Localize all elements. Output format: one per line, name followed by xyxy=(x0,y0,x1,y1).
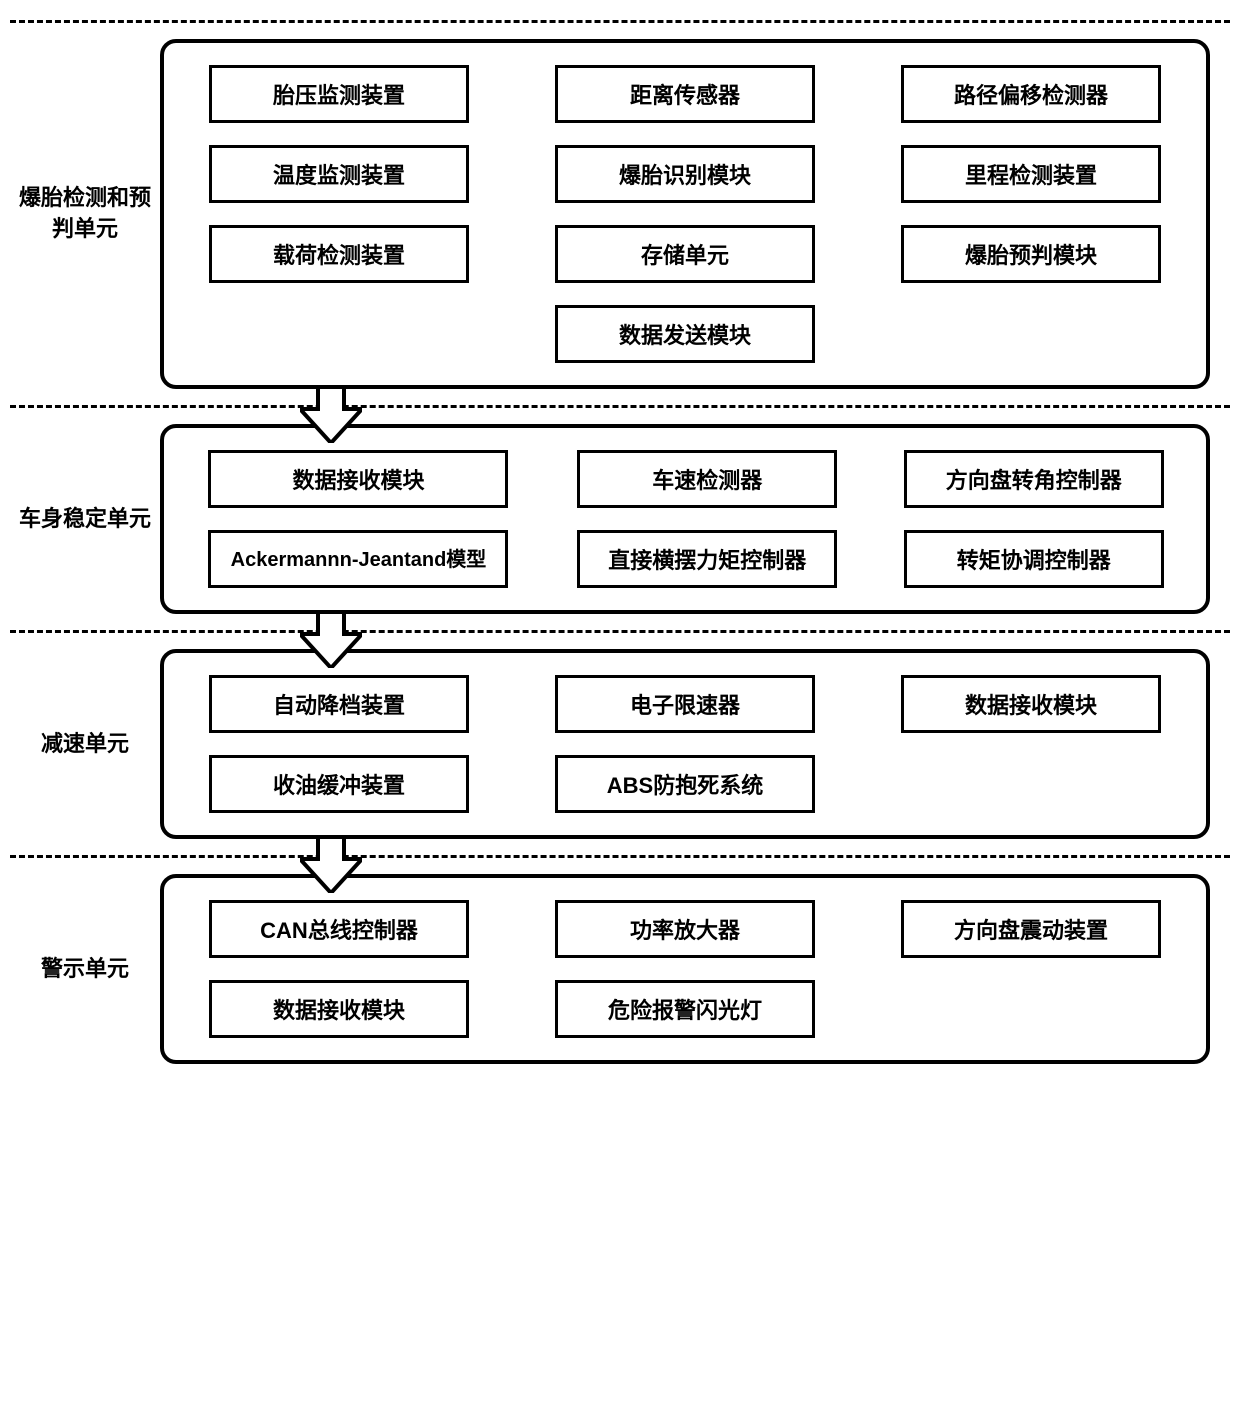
panel-wrap: 胎压监测装置 距离传感器 路径偏移检测器 温度监测装置 爆胎识别模块 里程检测装… xyxy=(160,23,1230,405)
box-grid: 数据接收模块 车速检测器 方向盘转角控制器 Ackermannn-Jeantan… xyxy=(188,450,1182,588)
panel: 自动降档装置 电子限速器 数据接收模块 收油缓冲装置 ABS防抱死系统 xyxy=(160,649,1210,839)
box-torque-coord: 转矩协调控制器 xyxy=(904,530,1164,588)
box-grid: CAN总线控制器 功率放大器 方向盘震动装置 数据接收模块 危险报警闪光灯 xyxy=(188,900,1182,1038)
box-mileage: 里程检测装置 xyxy=(901,145,1161,203)
box-grid: 自动降档装置 电子限速器 数据接收模块 收油缓冲装置 ABS防抱死系统 xyxy=(188,675,1182,813)
panel: 胎压监测装置 距离传感器 路径偏移检测器 温度监测装置 爆胎识别模块 里程检测装… xyxy=(160,39,1210,389)
box-speed-limiter: 电子限速器 xyxy=(555,675,815,733)
box-distance-sensor: 距离传感器 xyxy=(555,65,815,123)
box-speed-detect: 车速检测器 xyxy=(577,450,837,508)
section-label: 车身稳定单元 xyxy=(10,504,160,535)
box-temperature: 温度监测装置 xyxy=(209,145,469,203)
box-data-send: 数据发送模块 xyxy=(555,305,815,363)
box-grid: 胎压监测装置 距离传感器 路径偏移检测器 温度监测装置 爆胎识别模块 里程检测装… xyxy=(188,65,1182,363)
arrow-down-icon xyxy=(300,387,362,443)
box-path-offset: 路径偏移检测器 xyxy=(901,65,1161,123)
section-label: 减速单元 xyxy=(10,729,160,760)
section-label: 爆胎检测和预判单元 xyxy=(10,183,160,245)
box-steering-angle: 方向盘转角控制器 xyxy=(904,450,1164,508)
box-blowout-recog: 爆胎识别模块 xyxy=(555,145,815,203)
section-detection: 爆胎检测和预判单元 胎压监测装置 距离传感器 路径偏移检测器 温度监测装置 爆胎… xyxy=(10,20,1230,405)
arrow-down-icon xyxy=(300,837,362,893)
box-tire-pressure: 胎压监测装置 xyxy=(209,65,469,123)
box-auto-downshift: 自动降档装置 xyxy=(209,675,469,733)
box-data-recv: 数据接收模块 xyxy=(901,675,1161,733)
section-stability: 车身稳定单元 数据接收模块 车速检测器 方向盘转角控制器 Ackermannn-… xyxy=(10,405,1230,630)
box-data-recv: 数据接收模块 xyxy=(208,450,508,508)
arrow-down-icon xyxy=(300,612,362,668)
box-ackermann: Ackermannn-Jeantand模型 xyxy=(208,530,508,588)
box-storage: 存储单元 xyxy=(555,225,815,283)
box-hazard-light: 危险报警闪光灯 xyxy=(555,980,815,1038)
box-load-detect: 载荷检测装置 xyxy=(209,225,469,283)
section-label: 警示单元 xyxy=(10,954,160,985)
box-data-recv: 数据接收模块 xyxy=(209,980,469,1038)
box-throttle-buffer: 收油缓冲装置 xyxy=(209,755,469,813)
panel: CAN总线控制器 功率放大器 方向盘震动装置 数据接收模块 危险报警闪光灯 xyxy=(160,874,1210,1064)
section-deceleration: 减速单元 自动降档装置 电子限速器 数据接收模块 收油缓冲装置 ABS防抱死系统 xyxy=(10,630,1230,855)
panel: 数据接收模块 车速检测器 方向盘转角控制器 Ackermannn-Jeantan… xyxy=(160,424,1210,614)
section-warning: 警示单元 CAN总线控制器 功率放大器 方向盘震动装置 数据接收模块 危险报警闪… xyxy=(10,855,1230,1080)
box-blowout-predict: 爆胎预判模块 xyxy=(901,225,1161,283)
box-yaw-moment: 直接横摆力矩控制器 xyxy=(577,530,837,588)
box-amplifier: 功率放大器 xyxy=(555,900,815,958)
box-steering-vibrate: 方向盘震动装置 xyxy=(901,900,1161,958)
box-abs: ABS防抱死系统 xyxy=(555,755,815,813)
box-can-bus: CAN总线控制器 xyxy=(209,900,469,958)
